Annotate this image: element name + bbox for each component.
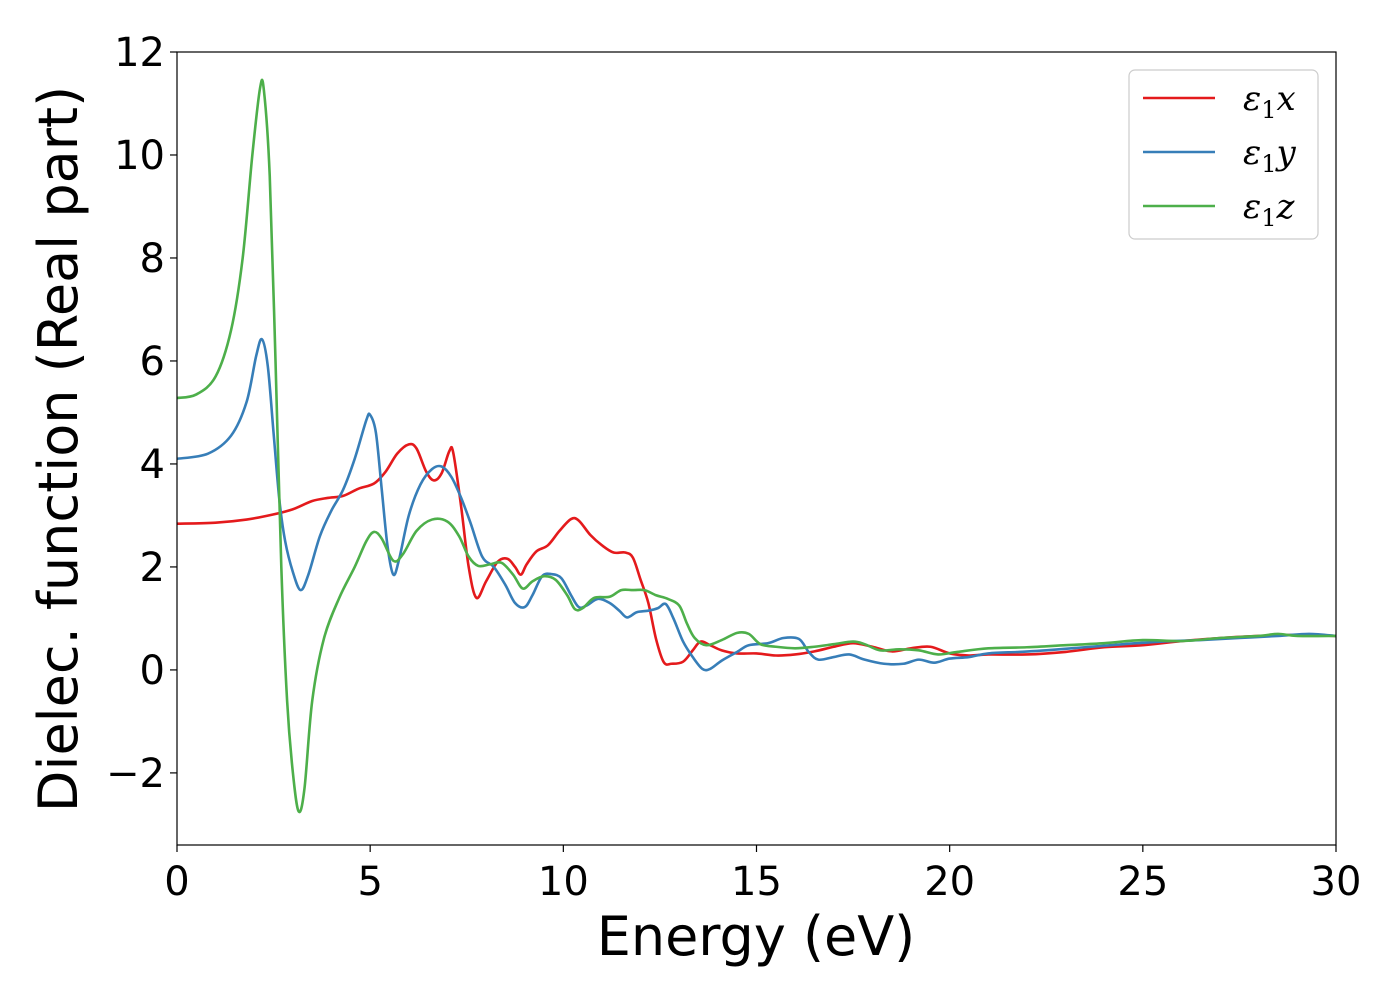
legend-label-z: ε1z [1243, 187, 1296, 232]
legend: ε1x ε1y ε1z [1128, 69, 1319, 240]
y-tick-label: 2 [140, 545, 165, 591]
x-tick-label: 25 [1117, 859, 1168, 905]
series-line-x [177, 442, 1336, 666]
y-tick-label: 8 [140, 236, 165, 282]
y-tick-label: 6 [140, 339, 165, 385]
x-axis-label: Energy (eV) [597, 905, 916, 968]
x-tick-label: 30 [1311, 859, 1362, 905]
y-tick-label: 12 [114, 30, 165, 76]
series-line-z [177, 78, 1336, 814]
y-tick-label: −2 [106, 751, 165, 797]
y-tick-label: 10 [114, 133, 165, 179]
x-tick-label: 10 [538, 859, 589, 905]
legend-label-y: ε1y [1243, 133, 1297, 178]
legend-label-x: ε1x [1243, 79, 1296, 124]
y-tick-label: 4 [140, 442, 165, 488]
series-line-y [177, 337, 1336, 672]
y-tick-label: 0 [140, 648, 165, 694]
x-tick-label: 20 [924, 859, 975, 905]
legend-box [1128, 69, 1319, 240]
x-tick-label: 15 [731, 859, 782, 905]
x-tick-label: 5 [357, 859, 382, 905]
y-axis-label: Dielec. function (Real part) [27, 86, 90, 812]
x-tick-label: 0 [164, 859, 189, 905]
